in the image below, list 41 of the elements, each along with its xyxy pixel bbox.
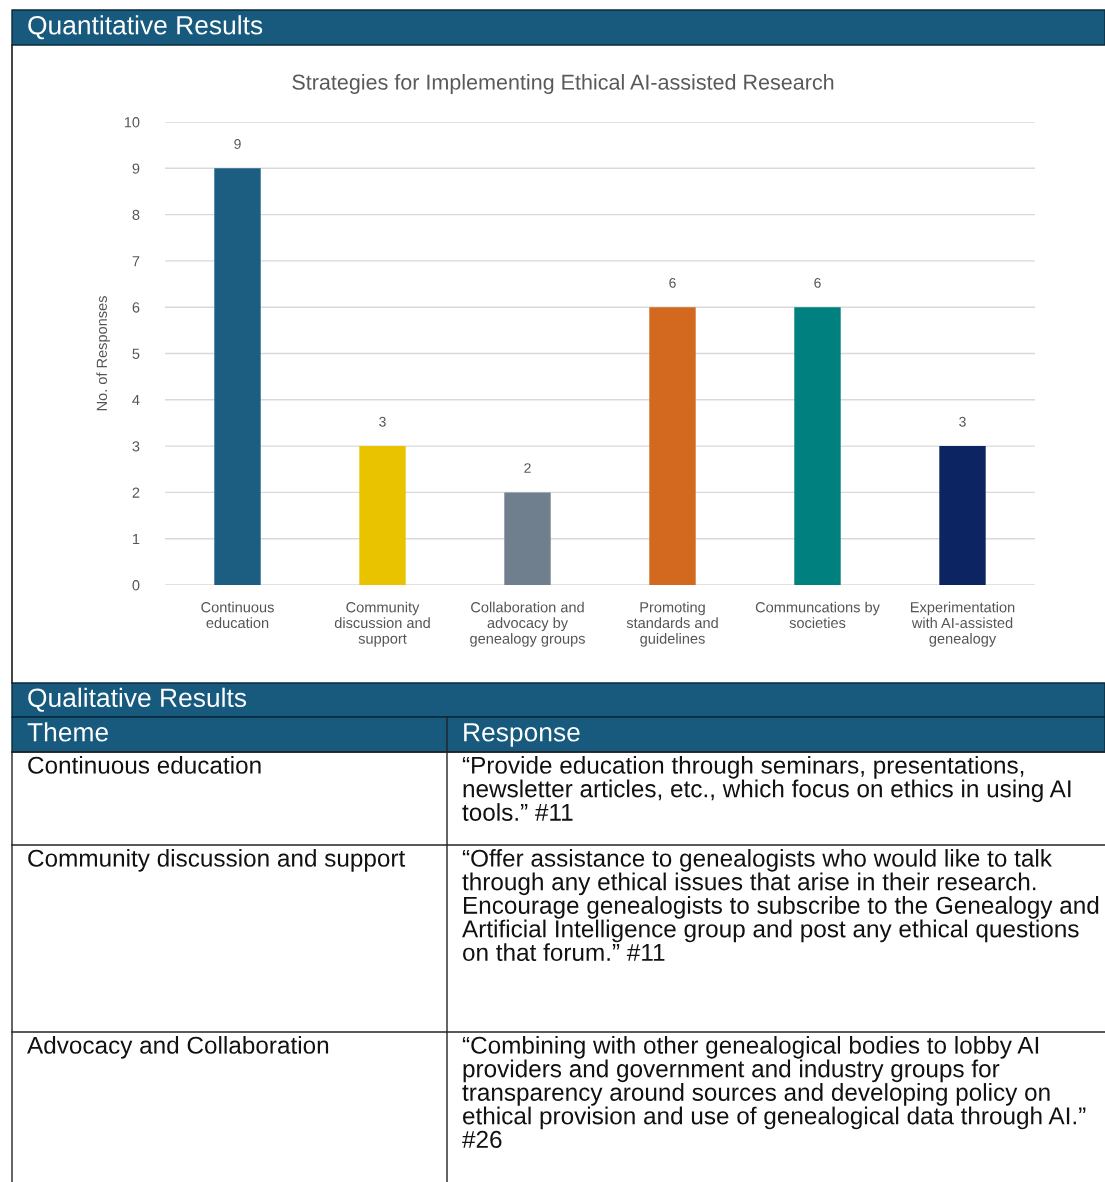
data-label: 3: [959, 416, 966, 427]
data-label: 6: [669, 277, 676, 288]
y-tick-label: 3: [132, 441, 140, 452]
text: Response: [464, 723, 580, 747]
y-tick-label: 5: [132, 348, 140, 359]
y-tick-label: 9: [132, 163, 140, 174]
data-label: 9: [234, 139, 241, 149]
y-tick-label: 2: [132, 487, 140, 498]
bar: [939, 446, 986, 585]
y-tick-label: 0: [132, 580, 140, 591]
text: Theme: [27, 722, 108, 742]
y-axis-title: No. of Responses: [96, 296, 110, 411]
data-label: 2: [524, 463, 531, 473]
text: “Provide education through seminars, presentations, newsletter articles, etc., which focus on ethics in using AI tools.” #11: [462, 756, 1071, 821]
bar: [214, 168, 261, 585]
chart-title: Quantitative Results: [28, 15, 263, 40]
bar: [794, 307, 841, 585]
y-tick-label: 7: [132, 256, 140, 267]
text: Community discussion and support: [28, 849, 406, 872]
bar: [359, 446, 406, 585]
x-tick-label: Communcations by societies: [755, 601, 880, 629]
x-tick-label: Experimentation with AI-assisted genealogy: [911, 601, 1015, 647]
data-label: 6: [814, 277, 821, 288]
y-tick-label: 10: [124, 117, 140, 128]
data-label: 3: [379, 416, 386, 427]
y-tick-label: 1: [133, 533, 140, 544]
x-tick-label: Continuous education: [201, 601, 274, 629]
text: Continuous education: [28, 756, 261, 774]
x-tick-label: Community discussion and support: [334, 601, 430, 647]
text: Advocacy and Collaboration: [27, 1036, 329, 1059]
text: “Offer assistance to genealogists who would like to talk through any ethical issues that arise in their research. Encourage genealogists to subscribe to the Genealogy and Artificial Intelligence group and post any ethical questions on that forum.” #11: [462, 849, 1099, 962]
y-tick-label: 8: [132, 209, 140, 221]
chart-subtitle: Strategies for Implementing Ethical AI-assisted Research: [292, 73, 834, 95]
bar: [649, 307, 696, 585]
x-tick-label: Collaboration and advocacy by genealogy groups: [470, 601, 585, 647]
text: “Combining with other genealogical bodies to lobby AI providers and government and industry groups for transparency around sources and developing policy on ethical provision and use of genealogical data through AI.” #26: [462, 1036, 1086, 1149]
y-tick-label: 6: [132, 302, 140, 313]
text: Qualitative Results: [28, 687, 247, 712]
y-tick-label: 4: [132, 395, 140, 406]
x-tick-label: Promoting standards and guidelines: [626, 601, 718, 647]
bar: [504, 492, 551, 585]
